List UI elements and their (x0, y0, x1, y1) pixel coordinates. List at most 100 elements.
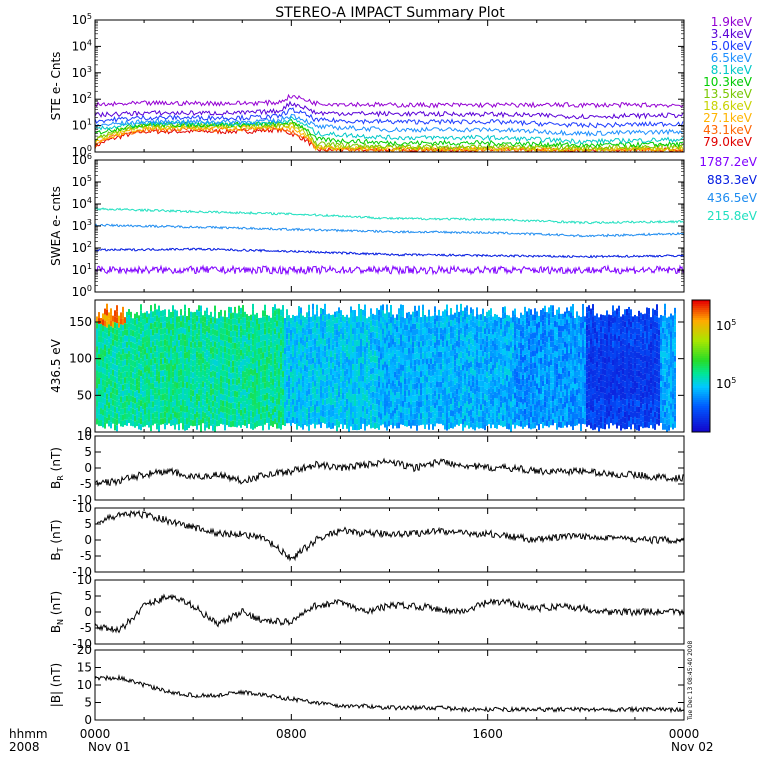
heatmap-cell (386, 376, 388, 383)
heatmap-cell (594, 321, 596, 328)
heatmap-cell (532, 422, 534, 429)
heatmap-cell (278, 320, 280, 327)
heatmap-cell (204, 388, 206, 395)
heatmap-cell (398, 398, 400, 405)
heatmap-cell (440, 345, 442, 352)
heatmap-cell (220, 345, 222, 352)
heatmap-cell (204, 358, 206, 365)
heatmap-cell (100, 330, 102, 337)
heatmap-cell (146, 371, 148, 378)
heatmap-cell (186, 376, 188, 383)
heatmap-cell (500, 383, 502, 390)
heatmap-cell (104, 314, 106, 321)
heatmap-cell (134, 391, 136, 398)
heatmap-cell (442, 401, 444, 408)
y-tick-label-0-3: 103 (72, 65, 92, 80)
heatmap-cell (336, 359, 338, 366)
heatmap-cell (446, 322, 448, 329)
heatmap-cell (134, 343, 136, 350)
heatmap-cell (522, 314, 524, 321)
heatmap-cell (494, 367, 496, 374)
heatmap-cell (536, 371, 538, 378)
heatmap-cell (140, 346, 142, 353)
heatmap-cell (406, 342, 408, 349)
swea-series-1 (94, 247, 685, 259)
heatmap-cell (364, 304, 366, 311)
heatmap-cell (476, 403, 478, 410)
heatmap-cell (202, 393, 204, 400)
heatmap-cell (450, 314, 452, 321)
heatmap-cell (424, 369, 426, 376)
heatmap-cell (268, 339, 270, 346)
heatmap-cell (168, 309, 170, 316)
heatmap-cell (440, 387, 442, 394)
heatmap-cell (446, 370, 448, 377)
heatmap-cell (466, 311, 468, 318)
heatmap-cell (466, 353, 468, 360)
heatmap-cell (560, 367, 562, 374)
heatmap-cell (176, 334, 178, 341)
heatmap-cell (414, 401, 416, 408)
heatmap-cell (410, 320, 412, 327)
heatmap-cell (500, 407, 502, 414)
heatmap-cell (514, 320, 516, 327)
heatmap-cell (338, 325, 340, 332)
heatmap-cell (428, 321, 430, 328)
heatmap-cell (432, 327, 434, 334)
heatmap-cell (198, 395, 200, 402)
heatmap-cell (202, 363, 204, 370)
heatmap-cell (184, 340, 186, 347)
heatmap-cell (408, 335, 410, 342)
heatmap-cell (102, 421, 104, 428)
heatmap-cell (438, 351, 440, 358)
heatmap-cell (364, 394, 366, 401)
heatmap-cell (158, 413, 160, 420)
heatmap-cell (308, 370, 310, 377)
heatmap-cell (576, 377, 578, 384)
heatmap-cell (110, 368, 112, 375)
heatmap-cell (424, 399, 426, 406)
heatmap-cell (442, 419, 444, 426)
heatmap-cell (144, 390, 146, 397)
heatmap-cell (420, 341, 422, 348)
heatmap-cell (134, 379, 136, 386)
heatmap-cell (576, 395, 578, 402)
heatmap-cell (452, 356, 454, 363)
heatmap-cell (486, 311, 488, 318)
heatmap-cell (302, 423, 304, 430)
heatmap-cell (480, 374, 482, 381)
heatmap-cell (350, 366, 352, 373)
heatmap-cell (168, 411, 170, 418)
heatmap-cell (370, 368, 372, 375)
heatmap-cell (314, 374, 316, 381)
heatmap-cell (178, 382, 180, 389)
heatmap-cell (390, 310, 392, 317)
heatmap-cell (260, 341, 262, 348)
heatmap-cell (220, 387, 222, 394)
heatmap-cell (484, 424, 486, 431)
heatmap-cell (294, 400, 296, 407)
heatmap-cell (586, 324, 588, 331)
heatmap-cell (276, 344, 278, 351)
heatmap-cell (416, 358, 418, 365)
heatmap-cell (358, 423, 360, 430)
heatmap-cell (280, 339, 282, 346)
heatmap-cell (294, 376, 296, 383)
heatmap-cell (382, 400, 384, 407)
heatmap-cell (402, 394, 404, 401)
heatmap-cell (298, 360, 300, 367)
heatmap-cell (134, 361, 136, 368)
heatmap-cell (412, 377, 414, 384)
heatmap-cell (578, 387, 580, 394)
heatmap-cell (566, 379, 568, 386)
heatmap-cell (306, 366, 308, 373)
heatmap-cell (474, 424, 476, 431)
heatmap-cell (488, 382, 490, 389)
heatmap-cell (224, 340, 226, 347)
heatmap-cell (552, 311, 554, 318)
heatmap-cell (412, 335, 414, 342)
heatmap-cell (96, 412, 98, 419)
heatmap-cell (448, 315, 450, 322)
heatmap-cell (592, 334, 594, 341)
heatmap-cell (132, 336, 134, 343)
